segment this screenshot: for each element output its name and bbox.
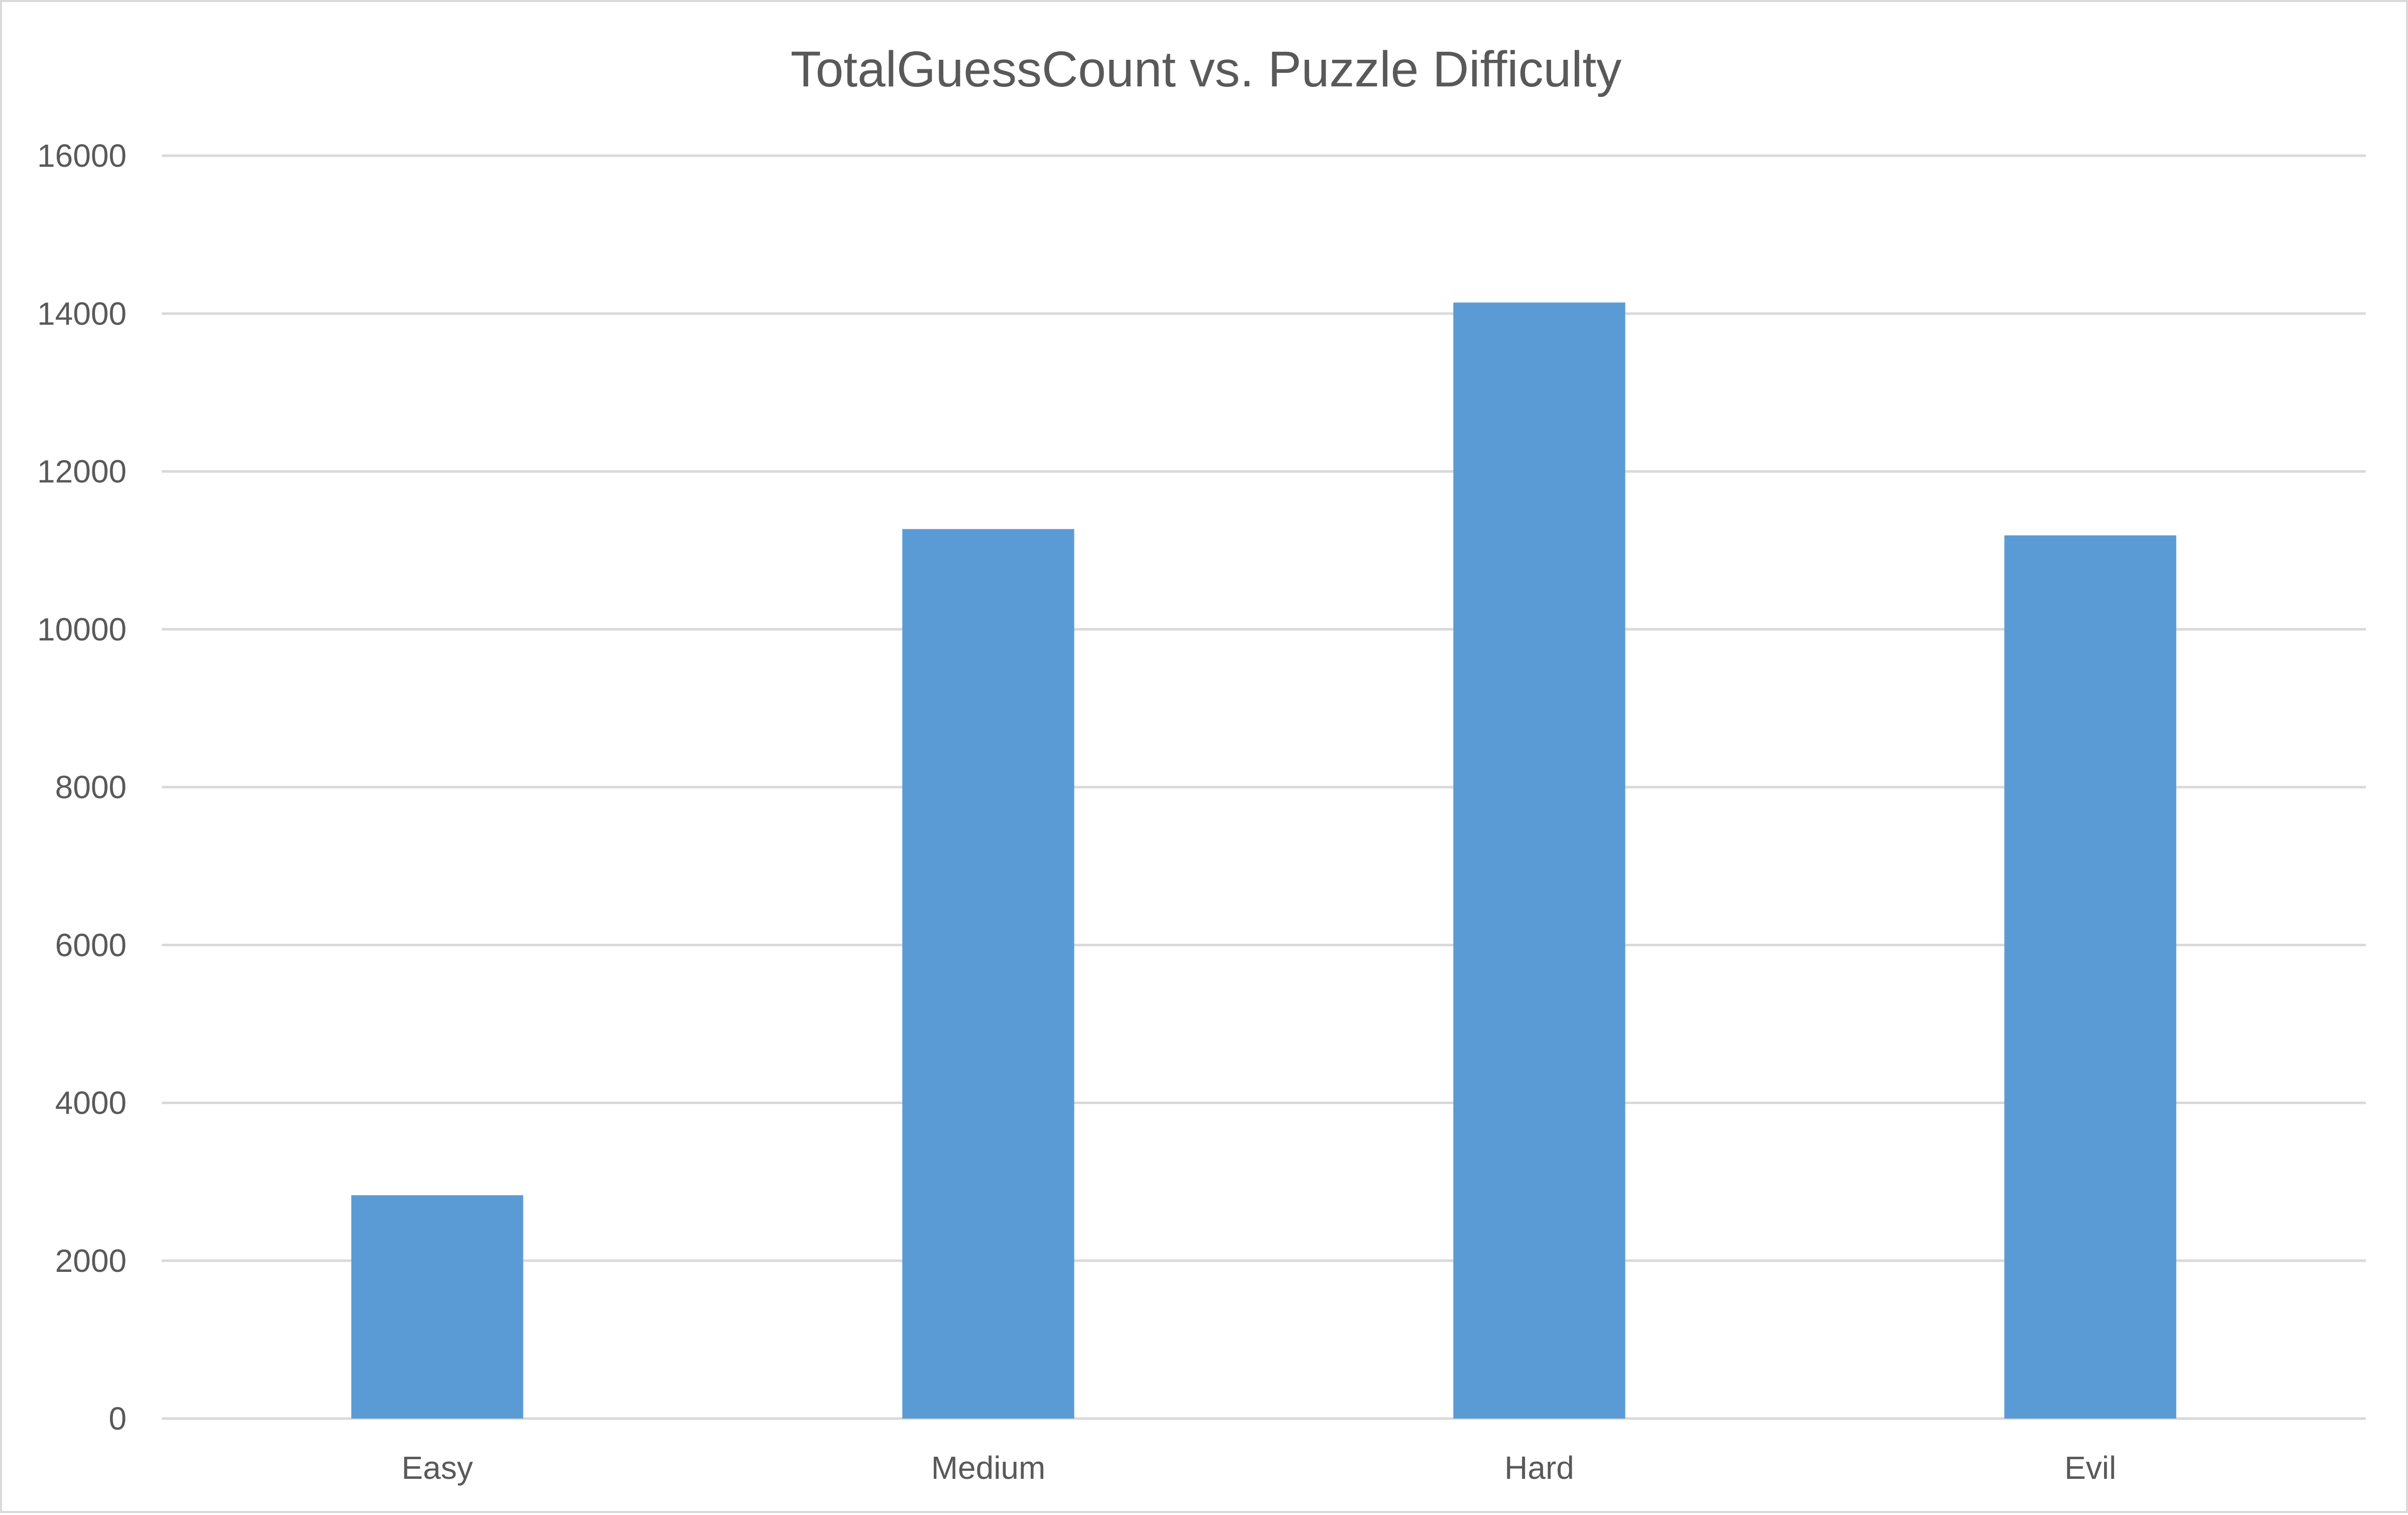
y-axis-tick-labels: 0 2000 4000 6000 8000 10000 12000 14000 16000 xyxy=(37,138,127,1437)
x-axis-category-labels: Easy Medium Hard Evil xyxy=(401,1450,2116,1486)
y-tick-label: 12000 xyxy=(37,454,127,490)
bar-easy xyxy=(351,1195,523,1419)
chart-title: TotalGuessCount vs. Puzzle Difficulty xyxy=(791,41,1621,97)
x-category-label-hard: Hard xyxy=(1504,1450,1574,1486)
x-category-label-easy: Easy xyxy=(401,1450,473,1486)
bar-evil xyxy=(2004,535,2176,1419)
y-tick-label: 14000 xyxy=(37,295,127,332)
y-tick-label: 6000 xyxy=(55,927,127,963)
y-tick-label: 8000 xyxy=(55,769,127,805)
bars xyxy=(351,302,2176,1419)
y-tick-label: 10000 xyxy=(37,611,127,647)
bar-hard xyxy=(1453,302,1625,1419)
x-category-label-medium: Medium xyxy=(931,1450,1046,1486)
y-tick-label: 16000 xyxy=(37,138,127,174)
y-tick-label: 0 xyxy=(108,1400,127,1437)
y-tick-label: 2000 xyxy=(55,1243,127,1279)
x-category-label-evil: Evil xyxy=(2064,1450,2116,1486)
bar-medium xyxy=(902,529,1074,1419)
y-tick-label: 4000 xyxy=(55,1085,127,1121)
gridlines xyxy=(162,154,2366,1420)
